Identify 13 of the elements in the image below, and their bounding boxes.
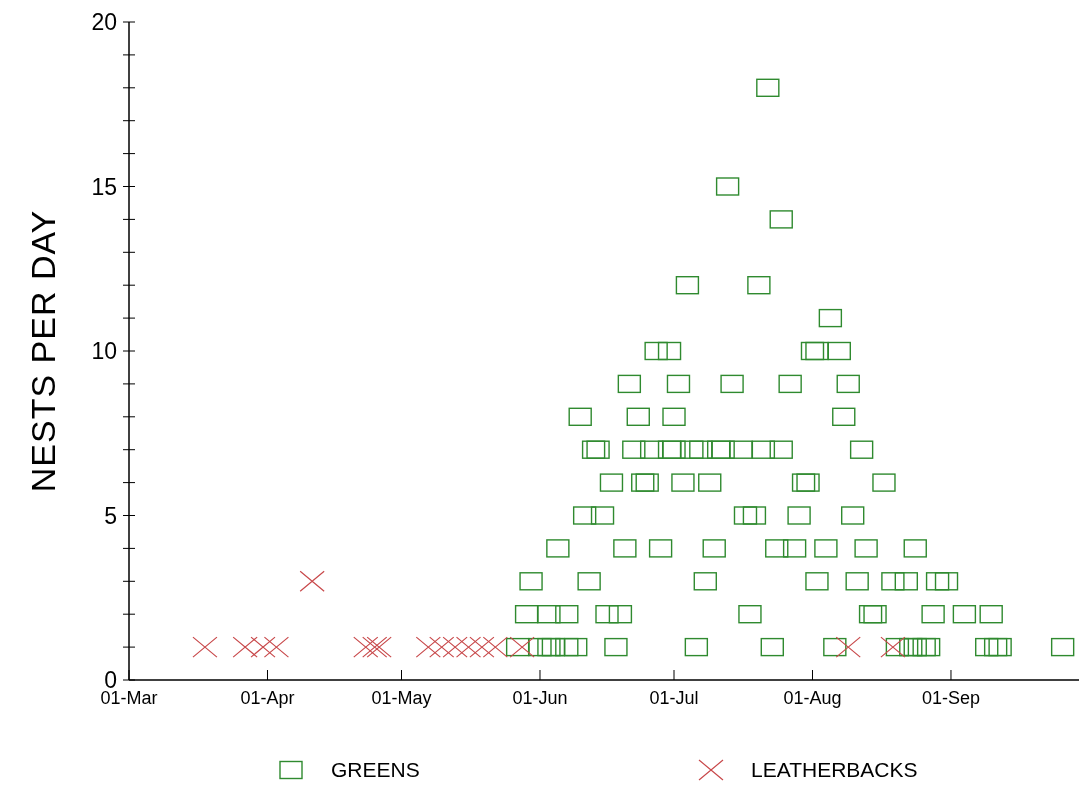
y-tick-label: 10 (91, 338, 117, 365)
x-tick-label: 01-Jun (512, 688, 568, 708)
x-tick-label: 01-Aug (783, 688, 842, 708)
x-tick-label: 01-May (371, 688, 432, 708)
y-axis-title: NESTS PER DAY (24, 209, 62, 493)
x-tick-label: 01-Sep (921, 688, 980, 708)
x-tick-label: 01-Apr (240, 688, 295, 708)
y-tick-label: 5 (104, 502, 117, 529)
y-tick-label: 15 (91, 173, 117, 200)
y-tick-label: 20 (91, 9, 117, 36)
x-tick-label: 01-Jul (649, 688, 699, 708)
legend-label: LEATHERBACKS (751, 758, 918, 781)
legend-label: GREENS (331, 758, 420, 781)
